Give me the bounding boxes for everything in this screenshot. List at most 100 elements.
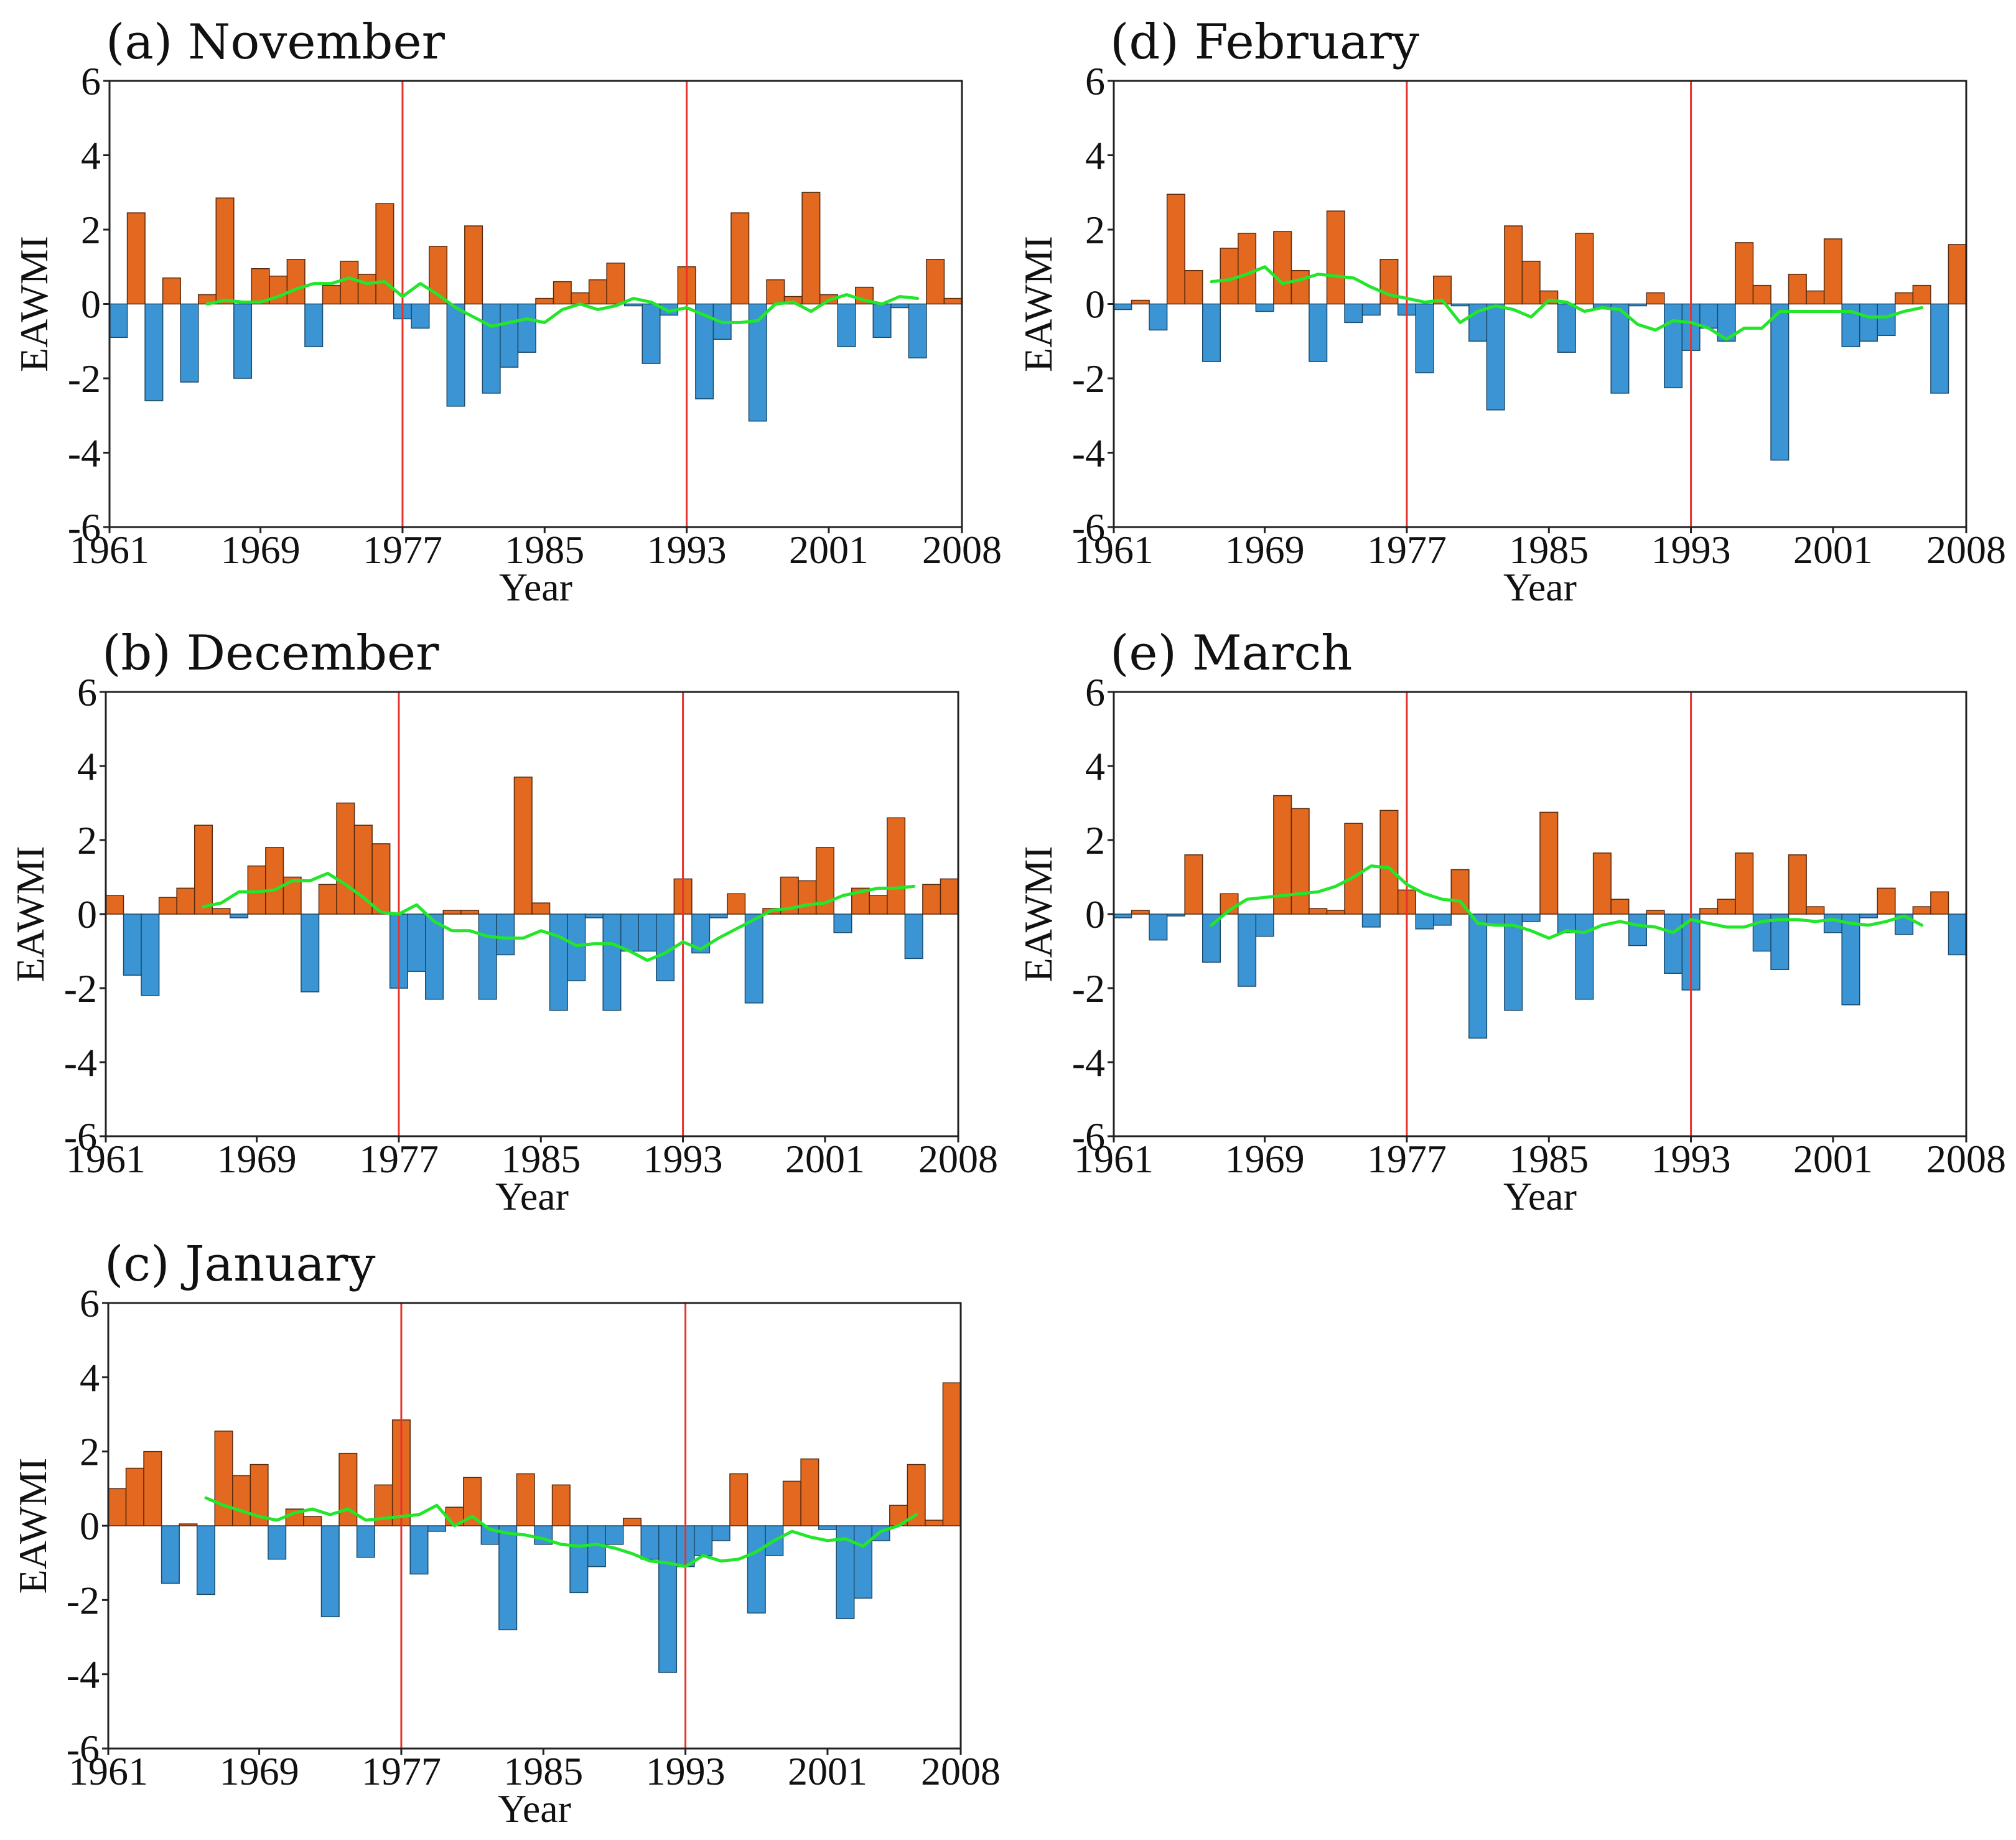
bar-1976: [1380, 810, 1398, 914]
bar-1987: [571, 293, 589, 304]
x-tick-label: 1969: [1225, 528, 1305, 572]
y-tick-label: 4: [1085, 744, 1105, 788]
x-tick-label: 2001: [789, 528, 869, 572]
bar-1963: [145, 304, 163, 401]
bar-1966: [1203, 304, 1221, 362]
bar-1973: [1327, 211, 1345, 304]
y-tick-label: 4: [80, 1355, 100, 1399]
bar-1968: [1238, 233, 1256, 304]
bar-1968: [233, 1475, 251, 1526]
bar-1969: [1256, 914, 1274, 936]
bar-1997: [745, 914, 763, 1003]
bar-1983: [497, 914, 515, 955]
panel-title: (e) March: [1110, 625, 1352, 681]
y-tick-label: 2: [77, 818, 97, 862]
bar-1986: [553, 1485, 571, 1526]
x-tick-label: 1961: [1074, 528, 1154, 572]
bar-1995: [1717, 899, 1735, 914]
bar-1986: [1558, 304, 1576, 353]
bar-1963: [144, 1452, 162, 1526]
bar-1967: [1220, 248, 1238, 304]
x-tick-label: 2008: [1926, 1137, 2006, 1181]
y-tick-label: 4: [81, 134, 101, 178]
x-tick-label: 1969: [217, 1137, 297, 1181]
y-tick-label: -2: [67, 1578, 100, 1622]
bar-2007: [925, 1520, 943, 1526]
bar-1973: [319, 884, 337, 914]
y-tick-label: -2: [68, 357, 101, 401]
bar-1994: [694, 1526, 712, 1556]
bar-2004: [1877, 304, 1895, 336]
bar-1997: [748, 1526, 766, 1613]
bar-1962: [1132, 910, 1150, 914]
panel-e: (e) March6420-2-4-61961 1969 1977 1985 1993 2…: [1016, 625, 2006, 1218]
y-tick-label: -4: [1072, 1040, 1105, 1085]
bar-1994: [1700, 304, 1718, 329]
bar-1990: [1629, 304, 1647, 306]
bar-1976: [372, 844, 390, 914]
bar-1974: [337, 803, 355, 915]
bar-1962: [128, 213, 146, 304]
bar-2007: [1931, 892, 1949, 914]
bar-1988: [1594, 853, 1612, 914]
bar-1974: [339, 1454, 357, 1526]
x-tick-label: 1961: [1074, 1137, 1154, 1181]
bar-1974: [1345, 304, 1363, 323]
y-tick-label: 0: [77, 892, 97, 936]
y-axis-label: EAWMI: [12, 236, 56, 372]
bar-1982: [482, 304, 500, 393]
bar-1998: [767, 280, 785, 304]
y-tick-label: 6: [1085, 670, 1105, 714]
x-tick-label: 1969: [1225, 1137, 1305, 1181]
x-tick-label: 2001: [1793, 1137, 1873, 1181]
bar-2007: [1931, 304, 1949, 393]
bar-1970: [268, 1526, 286, 1559]
x-tick-label: 2001: [788, 1749, 867, 1793]
bar-2001: [1824, 914, 1842, 933]
bar-1965: [1185, 271, 1203, 304]
x-tick-label: 1993: [646, 1749, 726, 1793]
bar-2000: [1806, 291, 1824, 304]
bar-1987: [1575, 914, 1594, 999]
bar-1972: [305, 304, 323, 347]
bar-1964: [163, 278, 181, 304]
bar-1962: [1132, 301, 1150, 304]
bar-1995: [712, 1526, 730, 1541]
panel-title: (d) February: [1110, 14, 1419, 70]
x-tick-label: 1993: [1651, 1137, 1731, 1181]
bar-1982: [478, 914, 497, 999]
bar-2003: [1860, 914, 1878, 918]
y-tick-label: -4: [64, 1040, 97, 1085]
bar-1991: [638, 914, 656, 951]
bar-1963: [1149, 914, 1167, 940]
bar-1991: [642, 304, 660, 364]
panel-a: (a) November6420-2-4-61961 1969 1977 1985 19…: [12, 14, 1002, 609]
bar-2004: [869, 895, 887, 914]
x-axis-label: Year: [498, 1786, 571, 1831]
bar-1990: [625, 304, 643, 306]
bar-1974: [340, 261, 358, 304]
bar-1965: [1185, 855, 1203, 914]
bar-1970: [1274, 231, 1292, 304]
bar-1998: [1771, 914, 1789, 969]
bar-2008: [1948, 914, 1966, 955]
bar-1989: [605, 1526, 623, 1544]
bar-2001: [819, 1526, 837, 1529]
bar-2002: [834, 914, 852, 933]
bar-1967: [212, 908, 230, 914]
bar-1996: [731, 213, 749, 304]
bar-1978: [408, 914, 426, 971]
x-axis-label: Year: [1503, 565, 1577, 609]
bar-1992: [1664, 304, 1682, 388]
x-tick-label: 2008: [918, 1137, 998, 1181]
bar-1996: [1735, 853, 1753, 914]
y-axis-label: EAWMI: [1016, 236, 1060, 372]
y-tick-label: 0: [1085, 892, 1105, 936]
x-tick-label: 1977: [1367, 528, 1447, 572]
bar-2001: [1824, 239, 1842, 304]
bar-1972: [1309, 304, 1327, 362]
y-tick-label: -2: [1072, 966, 1105, 1011]
y-tick-label: 0: [81, 283, 101, 327]
bar-2005: [891, 304, 909, 308]
bar-2005: [1895, 293, 1913, 304]
